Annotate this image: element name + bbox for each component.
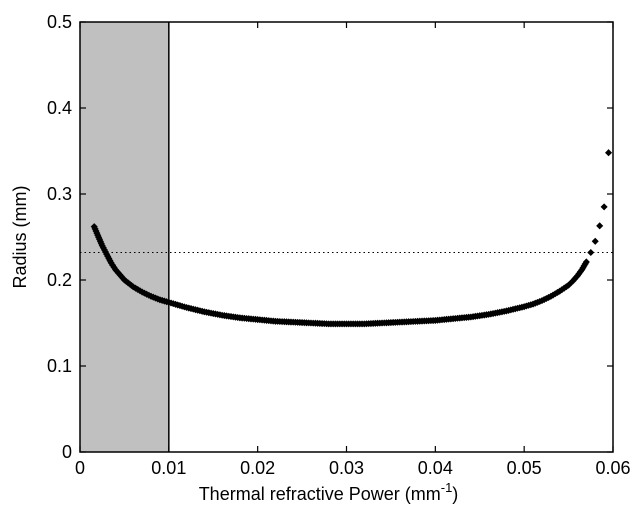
tick-labels-layer: 0 0.01 0.02 0.03 0.04 0.05 0.06 0 0.1 0.2 0.3 0.4 0.… bbox=[47, 12, 631, 478]
x-tick-label: 0.05 bbox=[507, 458, 542, 478]
ticks-layer bbox=[79, 21, 614, 453]
x-axis-label: Thermal refractive Power (mm-1) bbox=[199, 480, 459, 504]
data-point bbox=[582, 258, 590, 266]
data-point bbox=[596, 222, 604, 230]
data-point bbox=[587, 248, 595, 257]
data-points-layer bbox=[90, 149, 613, 328]
x-tick-label: 0.06 bbox=[595, 458, 630, 478]
data-point bbox=[591, 237, 599, 245]
y-tick-label: 0.5 bbox=[47, 12, 72, 32]
x-tick-label: 0.01 bbox=[151, 458, 186, 478]
x-tick-label: 0.04 bbox=[418, 458, 453, 478]
y-tick-label: 0.4 bbox=[47, 98, 72, 118]
shaded-region bbox=[80, 22, 169, 452]
y-tick-label: 0 bbox=[62, 442, 72, 462]
reference-lines-layer bbox=[80, 22, 613, 452]
data-point bbox=[600, 203, 608, 211]
data-point bbox=[605, 149, 613, 157]
y-tick-label: 0.2 bbox=[47, 270, 72, 290]
y-tick-label: 0.3 bbox=[47, 184, 72, 204]
x-axis-label-superscript: -1 bbox=[441, 480, 453, 495]
shaded-region-layer bbox=[80, 22, 169, 452]
x-axis-label-suffix: ) bbox=[452, 484, 458, 504]
y-axis-label: Radius (mm) bbox=[10, 185, 30, 288]
x-tick-label: 0.03 bbox=[329, 458, 364, 478]
x-axis-label-text: Thermal refractive Power (mm bbox=[199, 484, 441, 504]
x-tick-label: 0 bbox=[75, 458, 85, 478]
y-tick-label: 0.1 bbox=[47, 356, 72, 376]
x-tick-label: 0.02 bbox=[240, 458, 275, 478]
